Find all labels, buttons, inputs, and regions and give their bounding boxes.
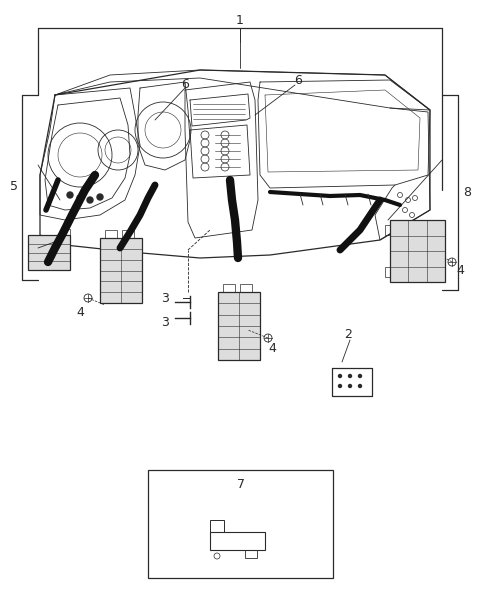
Text: 2: 2 xyxy=(344,329,352,342)
Bar xyxy=(245,550,257,558)
Bar xyxy=(100,238,142,303)
Circle shape xyxy=(67,192,73,198)
Bar xyxy=(390,220,445,282)
Bar xyxy=(122,230,134,238)
Bar xyxy=(385,225,390,235)
Bar xyxy=(210,532,265,550)
Bar xyxy=(218,292,260,360)
Bar xyxy=(385,267,390,277)
Circle shape xyxy=(348,375,351,378)
Circle shape xyxy=(359,384,361,388)
Bar xyxy=(223,284,235,292)
Circle shape xyxy=(359,375,361,378)
Text: 8: 8 xyxy=(463,185,471,198)
Bar xyxy=(148,470,333,578)
Text: 6: 6 xyxy=(181,78,189,91)
Bar xyxy=(210,520,224,532)
Text: 5: 5 xyxy=(10,181,18,194)
Circle shape xyxy=(338,375,341,378)
Text: 1: 1 xyxy=(236,14,244,27)
Text: 3: 3 xyxy=(161,291,169,304)
Bar xyxy=(28,235,70,270)
Text: 4: 4 xyxy=(456,263,464,276)
Circle shape xyxy=(77,195,83,201)
Text: 6: 6 xyxy=(294,75,302,88)
Circle shape xyxy=(338,384,341,388)
Bar xyxy=(105,230,117,238)
Bar xyxy=(240,284,252,292)
Text: 4: 4 xyxy=(76,305,84,318)
Bar xyxy=(62,229,70,235)
Circle shape xyxy=(348,384,351,388)
Text: 3: 3 xyxy=(161,316,169,329)
Text: 4: 4 xyxy=(268,342,276,355)
Circle shape xyxy=(97,194,103,200)
Text: 7: 7 xyxy=(237,478,244,491)
Circle shape xyxy=(87,197,93,203)
